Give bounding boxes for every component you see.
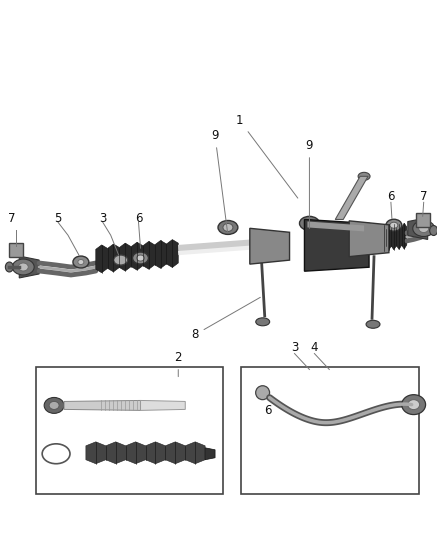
Ellipse shape — [44, 398, 64, 414]
Text: 7: 7 — [420, 190, 427, 203]
Text: 3: 3 — [99, 212, 106, 225]
Ellipse shape — [366, 320, 380, 328]
Text: 3: 3 — [291, 341, 298, 354]
Polygon shape — [381, 223, 407, 251]
Ellipse shape — [390, 222, 398, 228]
Ellipse shape — [263, 238, 277, 254]
Polygon shape — [19, 256, 39, 278]
Polygon shape — [205, 448, 215, 460]
Ellipse shape — [362, 231, 376, 247]
Polygon shape — [250, 228, 290, 264]
Ellipse shape — [12, 259, 34, 275]
Polygon shape — [408, 217, 427, 239]
Polygon shape — [96, 240, 178, 273]
Bar — [416, 213, 430, 227]
Ellipse shape — [78, 260, 84, 264]
Text: 2: 2 — [174, 351, 182, 377]
Ellipse shape — [408, 400, 420, 409]
Ellipse shape — [133, 252, 148, 264]
Ellipse shape — [256, 386, 269, 400]
Polygon shape — [335, 176, 368, 220]
Text: 4: 4 — [311, 341, 318, 354]
Ellipse shape — [18, 263, 28, 271]
Text: 6: 6 — [135, 212, 142, 225]
Ellipse shape — [402, 394, 426, 415]
Polygon shape — [304, 220, 369, 271]
Ellipse shape — [73, 256, 89, 268]
Text: 6: 6 — [264, 404, 271, 417]
Text: 8: 8 — [191, 297, 260, 341]
Ellipse shape — [419, 224, 429, 232]
Ellipse shape — [430, 225, 438, 236]
Bar — [36, 367, 223, 495]
Text: 1: 1 — [236, 114, 298, 198]
Ellipse shape — [5, 262, 13, 272]
Ellipse shape — [223, 223, 233, 231]
Ellipse shape — [386, 219, 402, 231]
Polygon shape — [307, 221, 364, 231]
Ellipse shape — [413, 221, 434, 237]
Ellipse shape — [304, 220, 314, 227]
Polygon shape — [64, 400, 141, 410]
Ellipse shape — [300, 216, 319, 230]
Bar — [241, 367, 419, 495]
Ellipse shape — [218, 221, 238, 235]
Text: 9: 9 — [306, 139, 313, 229]
Ellipse shape — [49, 401, 59, 409]
Ellipse shape — [258, 232, 282, 260]
Ellipse shape — [256, 318, 270, 326]
Text: 9: 9 — [211, 129, 228, 233]
Polygon shape — [349, 221, 389, 257]
Ellipse shape — [114, 255, 127, 265]
Bar — [9, 243, 23, 257]
Polygon shape — [141, 400, 185, 410]
Text: 6: 6 — [387, 190, 395, 203]
Ellipse shape — [357, 225, 381, 253]
Text: 5: 5 — [54, 212, 62, 225]
Ellipse shape — [137, 255, 145, 261]
Polygon shape — [86, 442, 205, 464]
Ellipse shape — [358, 172, 370, 180]
Text: 7: 7 — [7, 212, 15, 225]
